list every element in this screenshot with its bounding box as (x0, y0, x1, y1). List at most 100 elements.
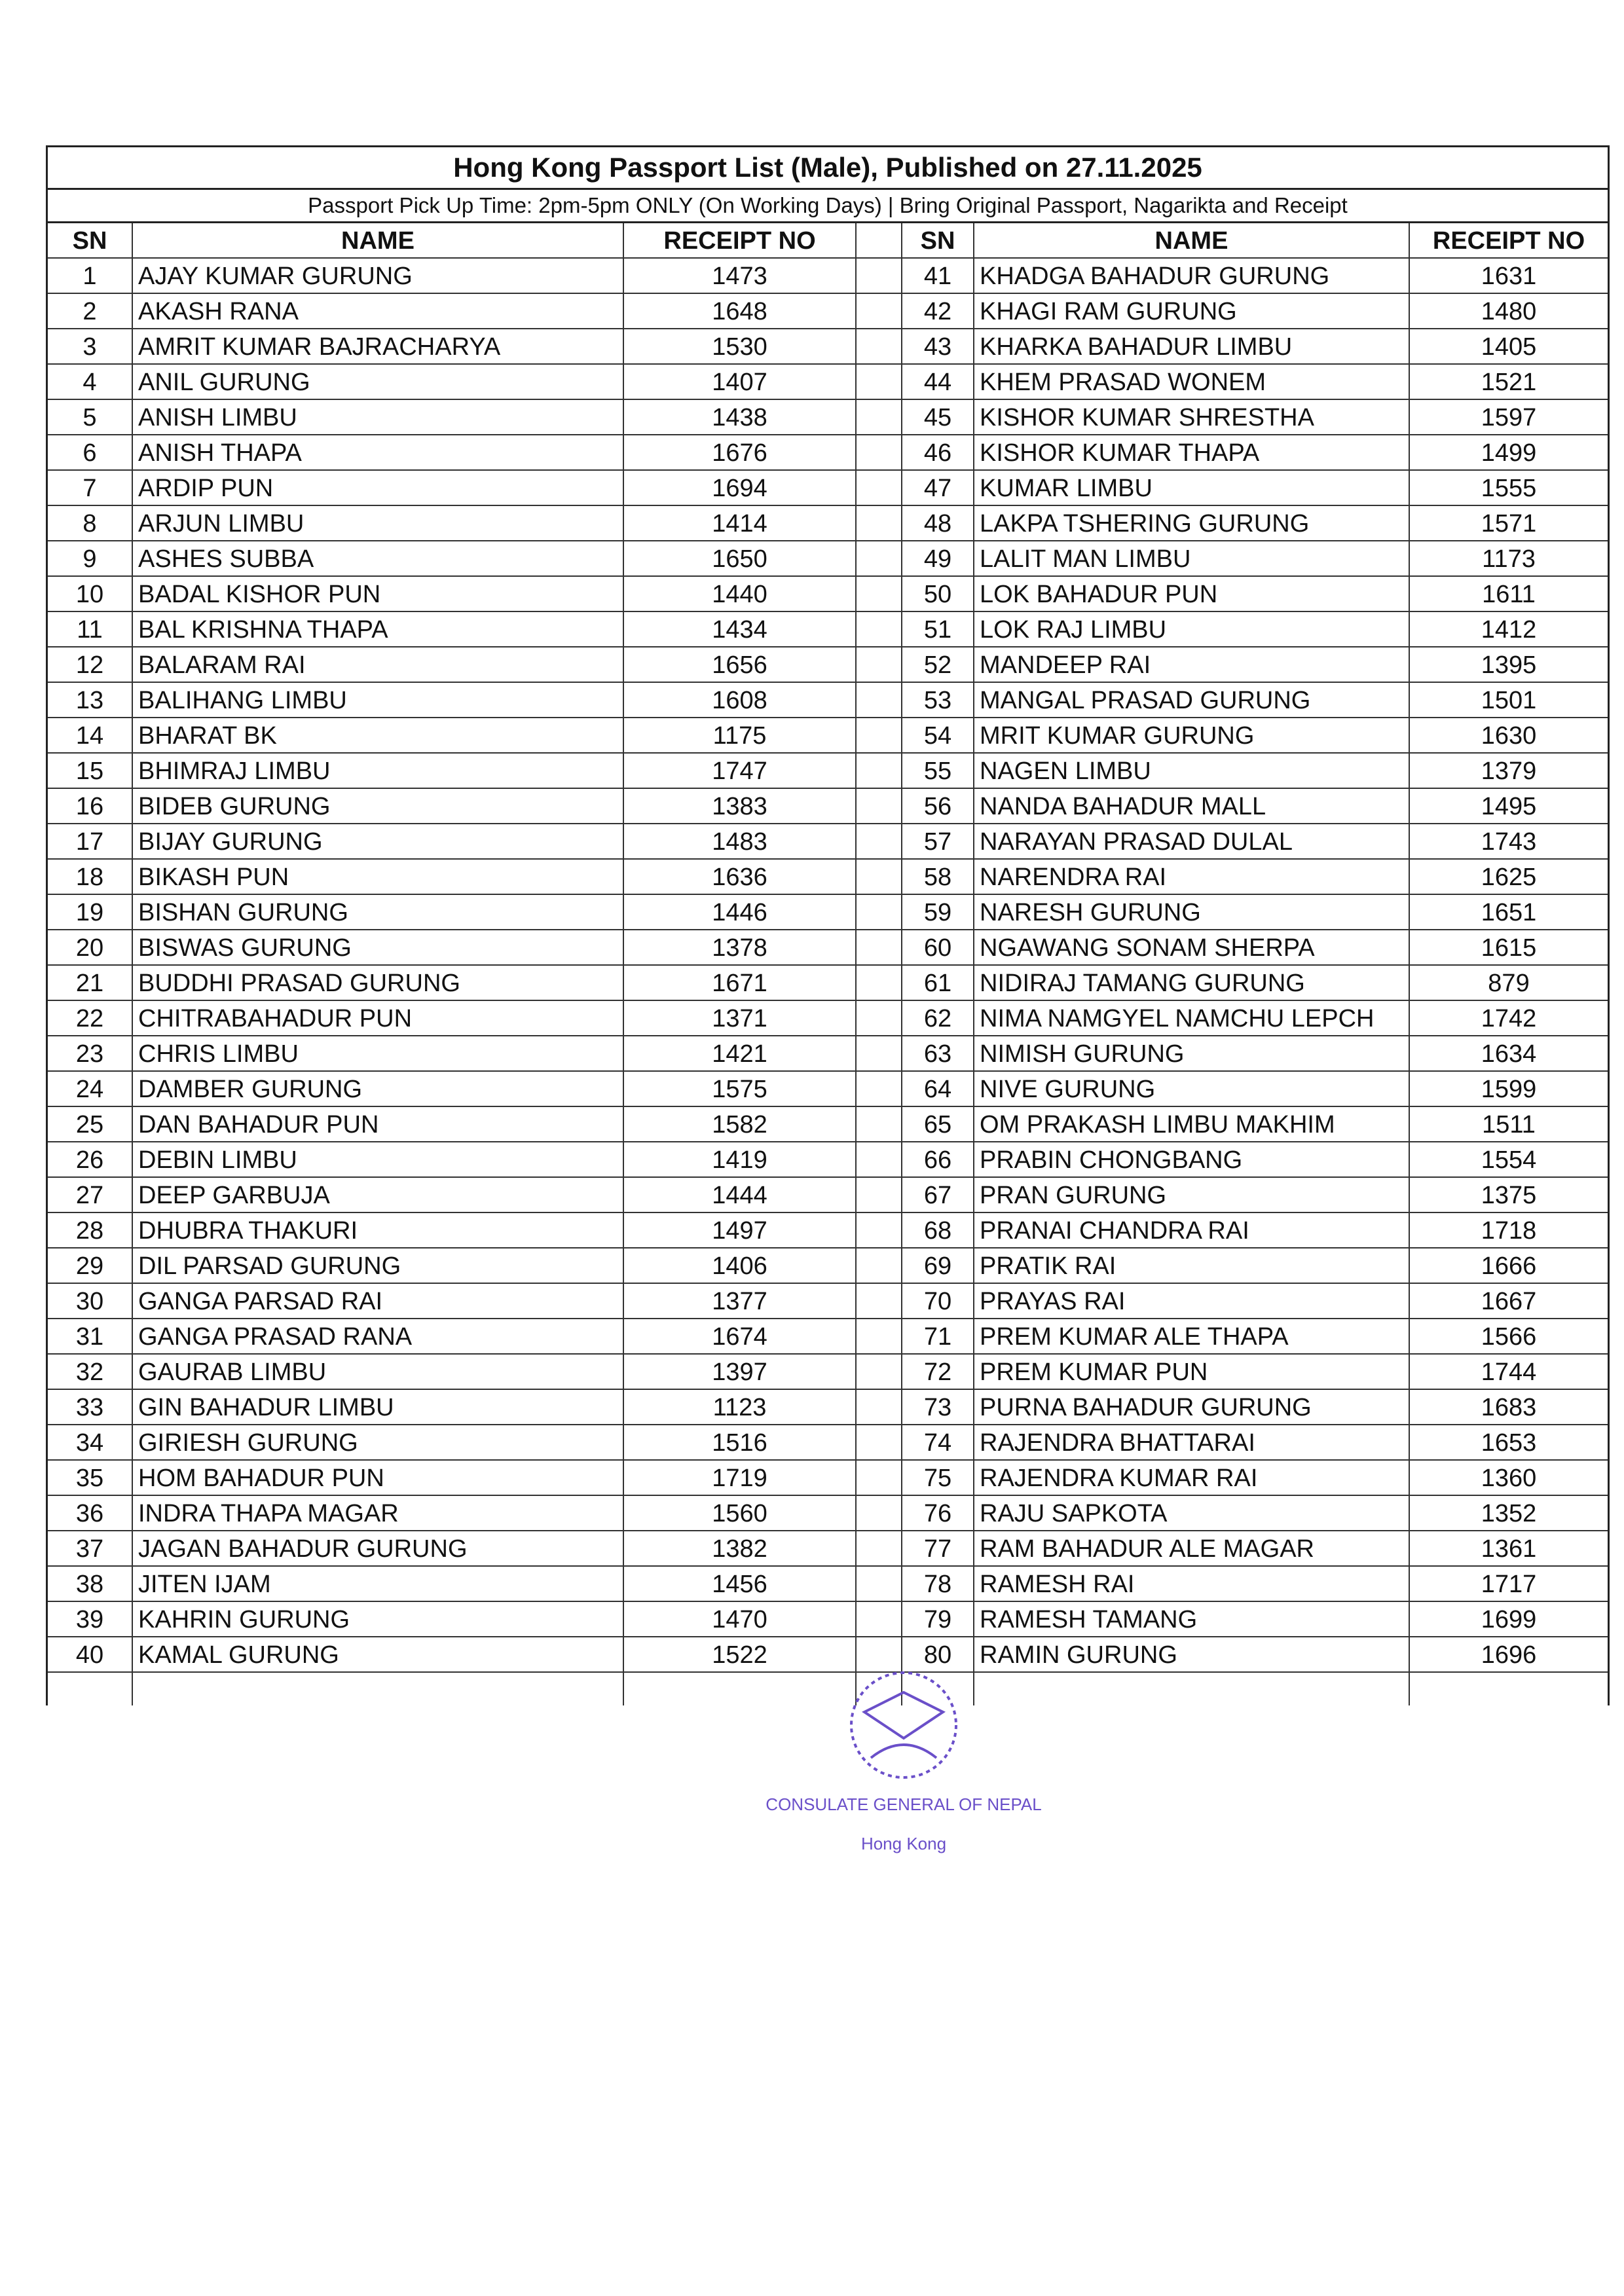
column-gap (857, 1390, 902, 1424)
name-cell: PRAN GURUNG (974, 1178, 1410, 1212)
column-gap (857, 754, 902, 788)
name-cell: DAN BAHADUR PUN (133, 1107, 624, 1141)
name-cell: RAMESH TAMANG (974, 1602, 1410, 1636)
sn-cell: 7 (48, 471, 133, 505)
receipt-cell: 1446 (624, 895, 857, 929)
stamp-city: Hong Kong (861, 1834, 946, 1853)
sn-cell: 55 (902, 754, 974, 788)
name-cell: RAM BAHADUR ALE MAGAR (974, 1531, 1410, 1565)
column-gap (857, 718, 902, 752)
receipt-cell: 1625 (1481, 864, 1537, 891)
sn-cell: 42 (902, 294, 974, 328)
table-row: 19 BISHAN GURUNG 1446 59 NARESH GURUNG 1651 (48, 895, 1608, 930)
sn-cell: 17 (48, 824, 133, 858)
column-gap (857, 1602, 902, 1636)
receipt-cell: 1521 (1481, 369, 1537, 396)
receipt-cell: 1522 (624, 1637, 857, 1671)
receipt-cell: 1571 (1481, 510, 1537, 538)
sn-cell: 56 (902, 789, 974, 823)
name-cell: NGAWANG SONAM SHERPA (974, 930, 1410, 964)
name-cell: BUDDHI PRASAD GURUNG (133, 966, 624, 1000)
column-gap (857, 223, 902, 257)
receipt-cell: 1379 (1481, 757, 1537, 785)
receipt-cell: 1382 (624, 1531, 857, 1565)
receipt-cell: 1511 (1482, 1111, 1536, 1139)
name-cell: ANISH LIMBU (133, 400, 624, 434)
name-cell: BIJAY GURUNG (133, 824, 624, 858)
table-row: 25 DAN BAHADUR PUN 1582 65 OM PRAKASH LIMBU … (48, 1107, 1608, 1142)
table-row: 23 CHRIS LIMBU 1421 63 NIMISH GURUNG 1634 (48, 1036, 1608, 1072)
sn-cell: 59 (902, 895, 974, 929)
column-gap (857, 966, 902, 1000)
sn-cell: 57 (902, 824, 974, 858)
receipt-cell: 1516 (624, 1425, 857, 1459)
name-cell: NARENDRA RAI (974, 860, 1410, 894)
column-gap (857, 365, 902, 399)
name-cell: LOK BAHADUR PUN (974, 577, 1410, 611)
receipt-cell: 1742 (1481, 1005, 1537, 1032)
sn-cell: 18 (48, 860, 133, 894)
name-cell: RAJU SAPKOTA (974, 1496, 1410, 1530)
sn-cell: 77 (902, 1531, 974, 1565)
receipt-cell: 1615 (1481, 934, 1537, 962)
receipt-cell: 1361 (1481, 1535, 1537, 1563)
column-gap (857, 1178, 902, 1212)
sn-cell: 10 (48, 577, 133, 611)
sn-cell: 58 (902, 860, 974, 894)
table-row: 5 ANISH LIMBU 1438 45 KISHOR KUMAR SHRESTHA 1… (48, 400, 1608, 435)
stamp-text: CONSULATE GENERAL OF NEPAL (766, 1795, 1041, 1814)
sn-cell: 73 (902, 1390, 974, 1424)
name-cell: CHITRABAHADUR PUN (133, 1001, 624, 1035)
receipt-cell: 1414 (624, 506, 857, 540)
column-gap (857, 1248, 902, 1283)
column-gap (857, 1531, 902, 1565)
receipt-cell: 1555 (1481, 475, 1537, 502)
receipt-cell: 1407 (624, 365, 857, 399)
name-cell: KAMAL GURUNG (133, 1637, 624, 1671)
header-receipt: RECEIPT NO (624, 223, 857, 257)
name-cell: PURNA BAHADUR GURUNG (974, 1390, 1410, 1424)
sn-cell: 46 (902, 435, 974, 469)
receipt-cell: 1656 (624, 647, 857, 682)
receipt-cell: 1718 (1481, 1217, 1537, 1245)
sn-cell: 63 (902, 1036, 974, 1070)
receipt-cell: 1650 (624, 541, 857, 575)
sn-cell: 78 (902, 1567, 974, 1601)
sn-cell: 36 (48, 1496, 133, 1530)
table-row: 7 ARDIP PUN 1694 47 KUMAR LIMBU 1555 (48, 471, 1608, 506)
sn-cell: 74 (902, 1425, 974, 1459)
name-cell: BALARAM RAI (133, 647, 624, 682)
receipt-cell: 1530 (624, 329, 857, 363)
sn-cell: 29 (48, 1248, 133, 1283)
name-cell: MANDEEP RAI (974, 647, 1410, 682)
table-row: 14 BHARAT BK 1175 54 MRIT KUMAR GURUNG 1630 (48, 718, 1608, 754)
table-row: 29 DIL PARSAD GURUNG 1406 69 PRATIK RAI 1666 (48, 1248, 1608, 1284)
name-cell: PRABIN CHONGBANG (974, 1142, 1410, 1176)
sn-cell: 4 (48, 365, 133, 399)
table-row: 4 ANIL GURUNG 1407 44 KHEM PRASAD WONEM 1521 (48, 365, 1608, 400)
name-cell: NIDIRAJ TAMANG GURUNG (974, 966, 1410, 1000)
name-cell: PRANAI CHANDRA RAI (974, 1213, 1410, 1247)
receipt-cell: 1634 (1481, 1040, 1537, 1068)
receipt-cell: 1480 (1481, 298, 1537, 325)
name-cell: ARJUN LIMBU (133, 506, 624, 540)
column-gap (857, 1319, 902, 1353)
column-gap (857, 683, 902, 717)
table-body: 1 AJAY KUMAR GURUNG 1473 41 KHADGA BAHADUR G… (48, 259, 1608, 1673)
receipt-cell: 1501 (1481, 687, 1537, 714)
name-cell: ARDIP PUN (133, 471, 624, 505)
sn-cell: 5 (48, 400, 133, 434)
column-gap (857, 259, 902, 293)
name-cell: KUMAR LIMBU (974, 471, 1410, 505)
receipt-cell: 1434 (624, 612, 857, 646)
name-cell: BAL KRISHNA THAPA (133, 612, 624, 646)
receipt-cell: 1719 (624, 1461, 857, 1495)
table-row: 31 GANGA PRASAD RANA 1674 71 PREM KUMAR ALE … (48, 1319, 1608, 1355)
sn-cell: 61 (902, 966, 974, 1000)
sn-cell: 35 (48, 1461, 133, 1495)
name-cell: PRAYAS RAI (974, 1284, 1410, 1318)
sn-cell: 51 (902, 612, 974, 646)
sn-cell: 50 (902, 577, 974, 611)
column-gap (857, 294, 902, 328)
receipt-cell: 1483 (624, 824, 857, 858)
